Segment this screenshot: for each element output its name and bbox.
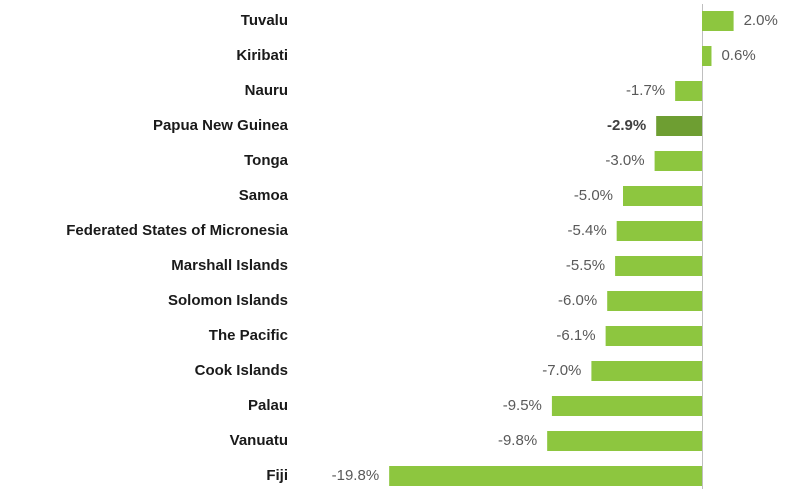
category-label: Marshall Islands [171,257,288,274]
value-label: 2.0% [744,12,778,29]
category-label: Samoa [239,187,289,204]
bar [654,151,702,171]
bar [702,46,712,66]
bar [607,291,702,311]
bar [389,466,702,486]
bar [615,256,702,276]
value-label: -5.4% [567,222,606,239]
category-label: Fiji [266,467,288,484]
value-label: -7.0% [542,362,581,379]
value-label: -9.8% [498,432,537,449]
value-label: -9.5% [503,397,542,414]
category-label: Papua New Guinea [153,117,289,134]
value-label: -3.0% [605,152,644,169]
value-label: -6.1% [556,327,595,344]
category-label: Cook Islands [195,362,288,379]
bar [616,221,702,241]
category-label: Palau [248,397,288,414]
bar [702,11,734,31]
value-label: 0.6% [721,47,755,64]
value-label: -1.7% [626,82,665,99]
bar [551,396,702,416]
value-label: -2.9% [607,117,646,134]
category-label: Tuvalu [241,12,288,29]
value-label: -5.0% [574,187,613,204]
category-label: Nauru [245,82,288,99]
category-label: Federated States of Micronesia [66,222,288,239]
category-label: The Pacific [209,327,288,344]
bar [605,326,702,346]
category-label: Kiribati [236,47,288,64]
bar [547,431,702,451]
category-label: Vanuatu [230,432,288,449]
value-label: -5.5% [566,257,605,274]
value-label: -19.8% [332,467,380,484]
bar [675,81,702,101]
bar [656,116,702,136]
category-label: Tonga [244,152,289,169]
value-label: -6.0% [558,292,597,309]
bar [591,361,702,381]
bar [623,186,702,206]
category-label: Solomon Islands [168,292,288,309]
